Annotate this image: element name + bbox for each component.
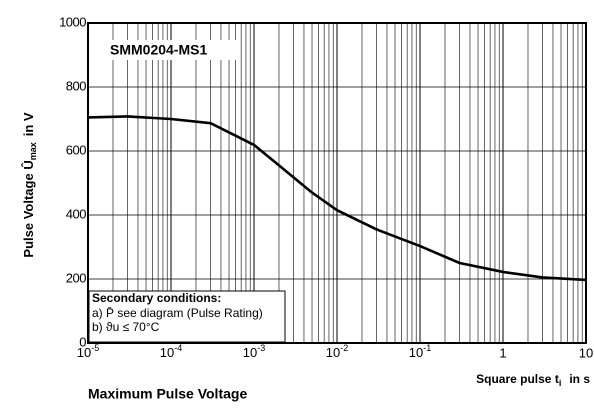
condition: a) P̄ see diagram (Pulse Rating) xyxy=(92,306,263,320)
x-tick-label: 1 xyxy=(499,345,506,360)
y-label-main: Pulse Voltage Û xyxy=(21,160,36,257)
x-tick-base: 10 xyxy=(160,345,174,360)
x-tick-label: 10-1 xyxy=(409,343,431,360)
y-tick-label: 200 xyxy=(66,270,86,285)
y-tick-label: 600 xyxy=(66,142,86,157)
x-tick-label: 10-2 xyxy=(326,343,348,360)
conditions-box xyxy=(88,290,286,343)
x-label-main: Square pulse t xyxy=(476,372,559,386)
x-tick-base: 10 xyxy=(409,345,423,360)
series-label: SMM0204-MS1 xyxy=(110,42,207,58)
x-tick-base: 10 xyxy=(243,345,257,360)
y-tick-label: 800 xyxy=(66,78,86,93)
x-label-sub: i xyxy=(559,378,562,388)
x-tick-base: 10 xyxy=(326,345,340,360)
x-axis-label: Square pulse ti in s xyxy=(476,372,590,388)
x-tick-exponent: -1 xyxy=(423,343,431,353)
x-tick-exponent: -2 xyxy=(340,343,348,353)
conditions-title: Secondary conditions: xyxy=(92,291,221,305)
plot-frame xyxy=(87,22,587,344)
x-tick-label: 10-4 xyxy=(160,343,182,360)
y-tick-label: 0 xyxy=(79,334,86,349)
y-tick-label: 1000 xyxy=(59,14,86,29)
chart-title: Maximum Pulse Voltage xyxy=(88,386,247,402)
condition: b) ϑu ≤ 70°C xyxy=(92,320,160,334)
x-tick-exponent: -3 xyxy=(257,343,265,353)
y-label-sub: max xyxy=(28,142,38,160)
x-tick-label: 10-3 xyxy=(243,343,265,360)
y-tick-label: 400 xyxy=(66,206,86,221)
x-tick-exponent: -5 xyxy=(91,343,99,353)
y-axis-label: Pulse Voltage Ûmax in V xyxy=(21,112,38,257)
line xyxy=(87,115,587,282)
x-tick-label: 10-5 xyxy=(77,343,99,360)
y-label-unit: in V xyxy=(21,112,36,136)
x-tick-base: 10 xyxy=(77,345,91,360)
x-tick-exponent: -4 xyxy=(174,343,182,353)
label-box xyxy=(104,40,238,60)
x-tick-label: 10 xyxy=(579,345,593,360)
x-label-unit: in s xyxy=(569,372,590,386)
